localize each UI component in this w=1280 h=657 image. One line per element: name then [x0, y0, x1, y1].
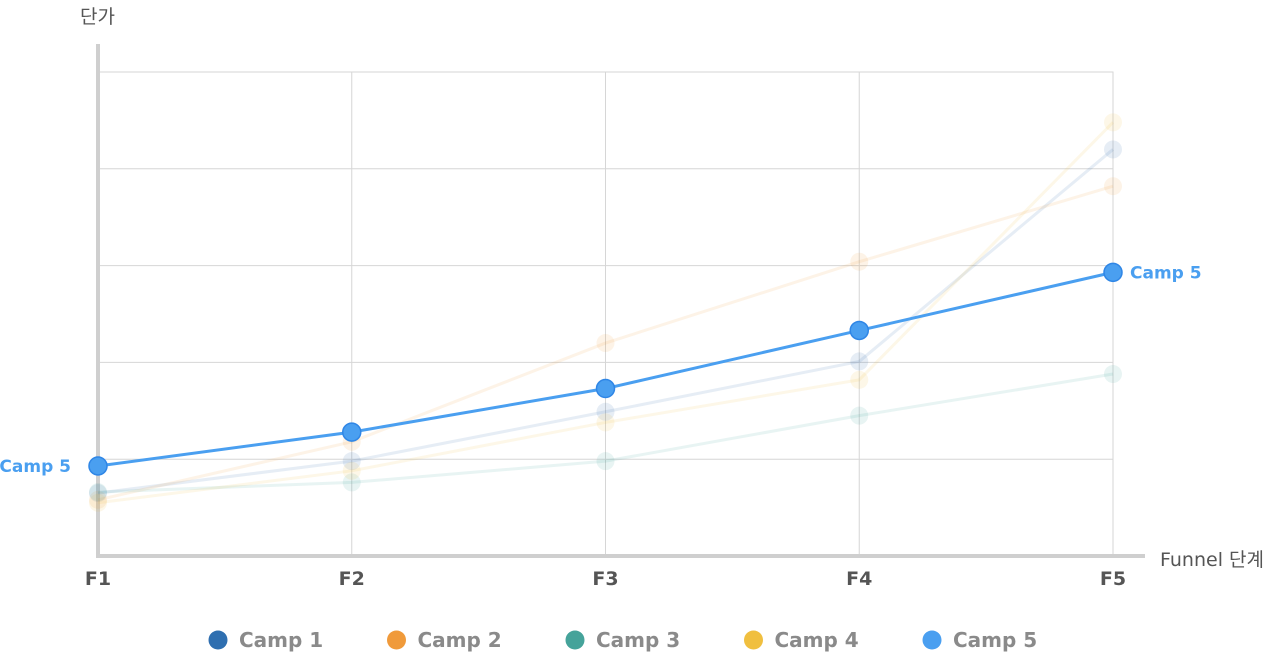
data-point [596, 402, 615, 421]
data-point [89, 490, 107, 509]
data-point [89, 484, 107, 503]
data-point [850, 352, 869, 371]
series-line [97, 148, 1114, 495]
data-point [1104, 365, 1122, 384]
series-line [97, 184, 1114, 502]
data-point [342, 452, 361, 471]
legend-swatch [208, 630, 228, 650]
x-axis-title: Funnel 단계 [1160, 549, 1264, 571]
x-tick-label: F1 [85, 568, 111, 590]
data-point [1104, 113, 1122, 132]
legend: Camp 1 Camp 2 Camp 3 Camp 4 Camp 5 [208, 628, 1037, 652]
data-point [342, 461, 361, 480]
legend-swatch [922, 630, 942, 650]
series-line [97, 121, 1115, 505]
data-point [596, 413, 615, 432]
series-line [97, 372, 1114, 494]
axes: F1 F2 F3 F4 F5 [85, 44, 1145, 590]
legend-label: Camp 1 [239, 628, 323, 652]
legend-label: Camp 2 [418, 628, 502, 652]
legend-swatch [387, 630, 406, 650]
series-start-label: Camp 5 [0, 457, 71, 477]
data-point [850, 252, 869, 271]
x-tick-label: F2 [339, 568, 365, 590]
series-end-label: Camp 5 [1130, 263, 1202, 283]
data-point [1104, 140, 1122, 159]
data-point [89, 493, 107, 512]
data-point [89, 483, 107, 502]
legend-label: Camp 3 [596, 628, 680, 652]
x-tick-label: F3 [592, 568, 618, 590]
x-tick-label: F5 [1100, 568, 1126, 590]
data-point [1104, 177, 1122, 196]
end-labels: Camp 5 Camp 5 [0, 263, 1202, 477]
y-axis-title: 단가 [80, 6, 115, 28]
data-point [342, 473, 361, 492]
data-point [342, 422, 362, 442]
x-tick-label: F4 [846, 568, 872, 590]
data-point [849, 320, 869, 341]
data-point [595, 378, 616, 399]
data-point [850, 406, 869, 425]
legend-label: Camp 5 [953, 628, 1037, 652]
data-point [88, 456, 108, 476]
legend-label: Camp 4 [775, 628, 859, 652]
data-point [850, 370, 869, 389]
legend-swatch [744, 630, 763, 650]
data-point [1103, 262, 1123, 283]
legend-swatch [565, 630, 585, 650]
data-point [596, 334, 615, 353]
series-lines [88, 113, 1123, 512]
data-point [596, 452, 615, 471]
